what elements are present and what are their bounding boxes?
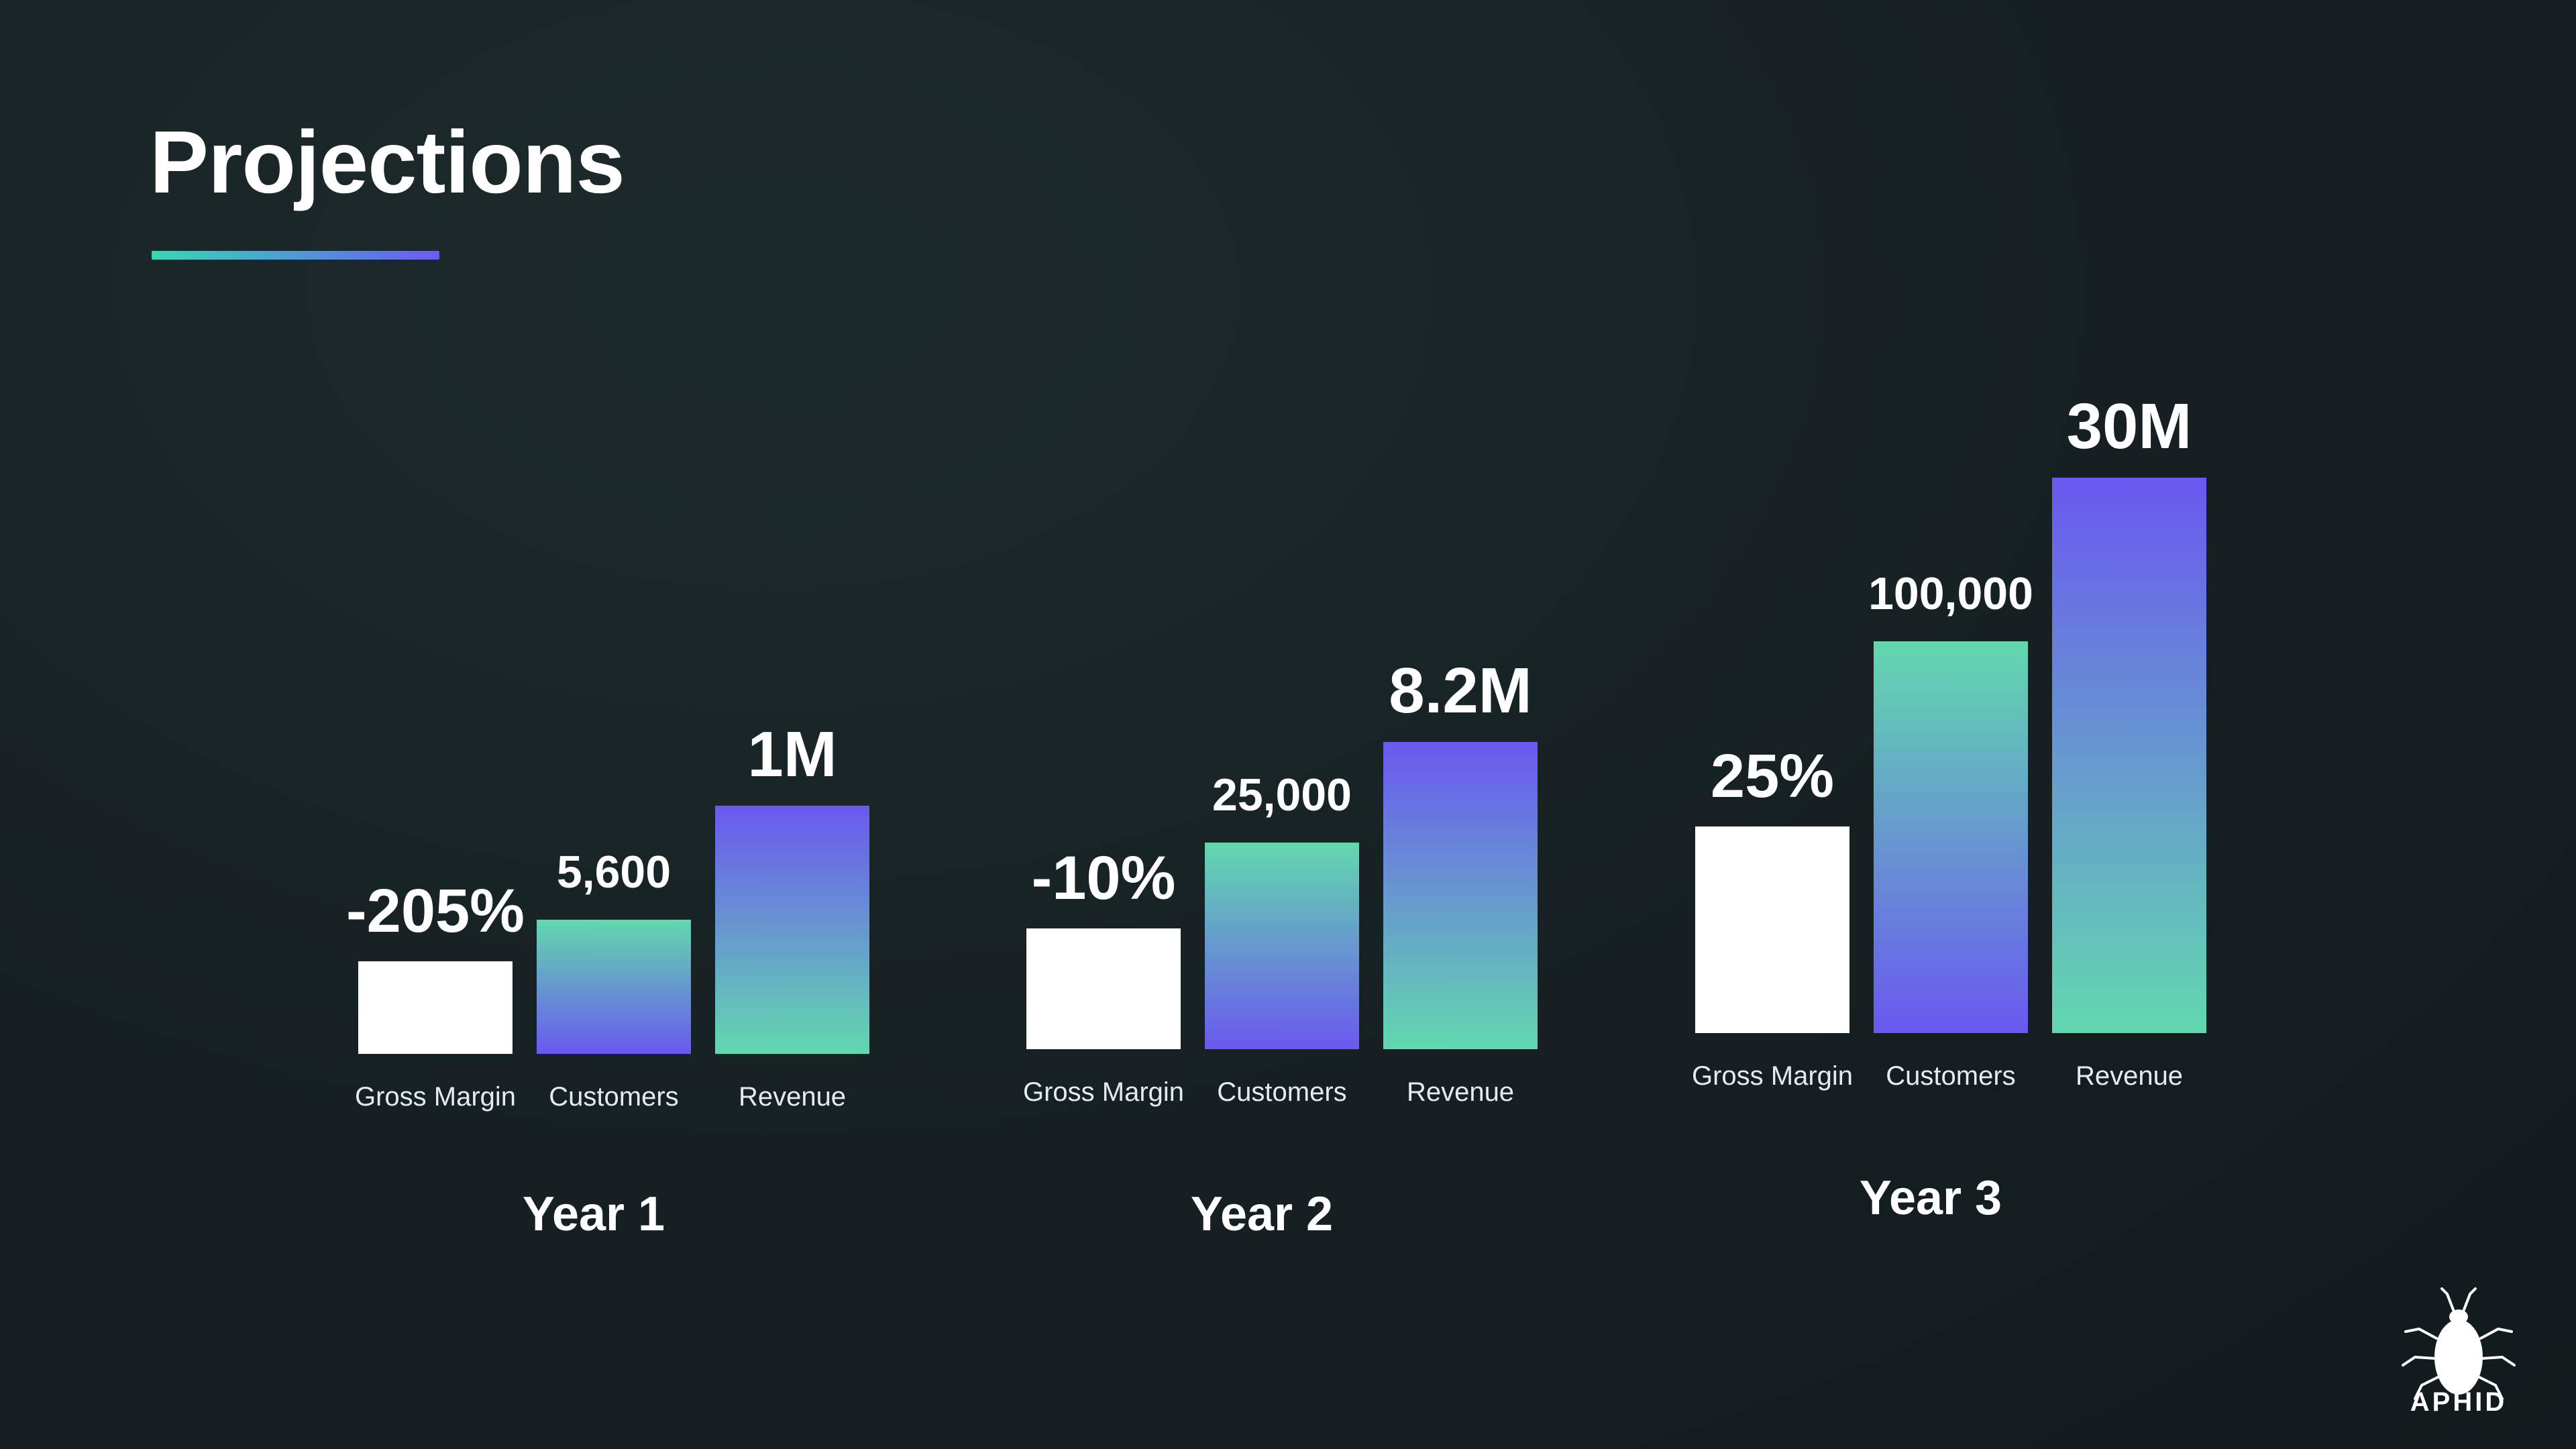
bar-customers-year-2: [1205, 843, 1359, 1049]
data-label: 1M: [747, 718, 837, 790]
title-underline: [152, 251, 439, 260]
data-label: 8.2M: [1389, 655, 1532, 727]
series-label: Customers: [549, 1082, 678, 1112]
aphid-icon: [2402, 1287, 2516, 1400]
series-label: Gross Margin: [1692, 1061, 1853, 1091]
page-title: Projections: [150, 113, 625, 211]
data-label: -205%: [346, 877, 525, 945]
bar-group-1: -205% Gross Margin 5,600 Customers 1M Revenue…: [346, 718, 869, 1241]
data-label: 5,600: [557, 847, 671, 898]
bar-revenue-year-1: [715, 806, 869, 1054]
bar-group-2: -10% Gross Margin 25,000 Customers 8.2M Reven…: [1023, 655, 1538, 1241]
bar-gross-margin-year-2: [1026, 928, 1181, 1049]
series-label: Revenue: [1407, 1077, 1514, 1107]
bar-revenue-year-2: [1383, 742, 1538, 1049]
series-label: Revenue: [739, 1082, 846, 1112]
year-label: Year 3: [1860, 1171, 2002, 1225]
bar-gross-margin-year-1: [358, 961, 513, 1054]
data-label: 25,000: [1212, 769, 1352, 820]
year-label: Year 1: [523, 1187, 665, 1241]
series-label: Customers: [1886, 1061, 2015, 1091]
data-label: 25%: [1711, 742, 1834, 810]
series-label: Gross Margin: [1023, 1077, 1184, 1107]
series-label: Gross Margin: [355, 1082, 516, 1112]
data-label: 100,000: [1868, 568, 2033, 619]
data-label: 30M: [2067, 390, 2192, 462]
bar-customers-year-1: [537, 920, 691, 1054]
bar-group-3: 25% Gross Margin 100,000 Customers 30M Revenu…: [1692, 390, 2206, 1225]
series-label: Revenue: [2076, 1061, 2183, 1091]
series-label: Customers: [1217, 1077, 1346, 1107]
year-label: Year 2: [1191, 1187, 1333, 1241]
data-label: -10%: [1032, 844, 1176, 912]
bar-revenue-year-3: [2052, 478, 2206, 1033]
bar-gross-margin-year-3: [1695, 826, 1849, 1033]
bar-customers-year-3: [1874, 641, 2028, 1033]
logo-text: APHID: [2410, 1387, 2508, 1417]
